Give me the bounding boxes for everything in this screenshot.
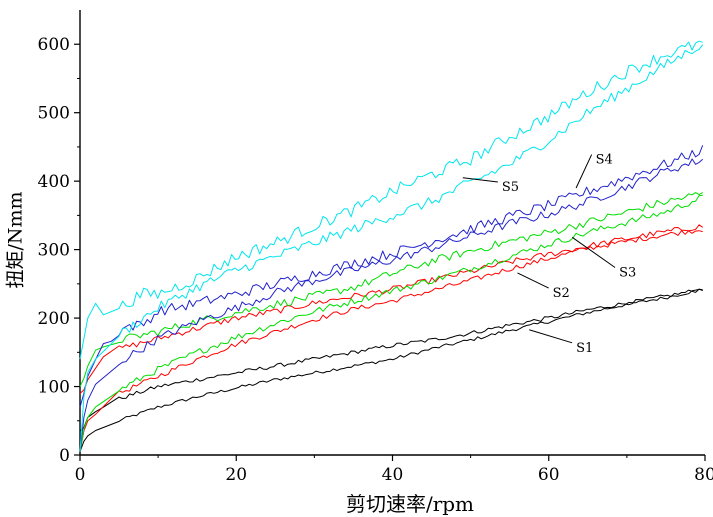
annotation-leader	[462, 177, 498, 183]
annotation-leader	[575, 154, 593, 189]
series-label-S2: S2	[553, 286, 570, 301]
y-tick-label: 100	[38, 378, 70, 398]
series-S4-up-line	[79, 158, 704, 452]
x-tick-label: 40	[382, 465, 404, 485]
series-label-S5: S5	[502, 180, 519, 195]
y-tick-label: 600	[38, 35, 70, 55]
annotation-leader	[517, 272, 549, 289]
x-tick-label: 60	[538, 465, 560, 485]
series-S1	[79, 288, 703, 452]
x-axis-title: 剪切速率/rpm	[345, 492, 475, 516]
y-tick-label: 500	[38, 104, 70, 124]
y-tick-label: 300	[38, 241, 70, 261]
y-tick-label: 200	[38, 309, 70, 329]
series-S3	[79, 192, 703, 452]
series-S3-down-line	[79, 192, 703, 387]
series-S2	[79, 224, 703, 452]
annotation-layer: S1 S2 S3 S4 S5	[462, 153, 636, 356]
x-tick-label: 80	[694, 465, 713, 485]
series-S1-up-line	[79, 288, 703, 452]
y-tick-label: 0	[59, 446, 70, 466]
annotation-leader	[529, 329, 573, 344]
series-S2-down-line	[79, 224, 703, 394]
series-label-S4: S4	[596, 153, 613, 168]
series-label-S3: S3	[619, 266, 636, 281]
x-tick-label: 0	[75, 465, 86, 485]
axes: 0 100 200 300 400 500 600 0 20 40 60 80	[38, 10, 713, 485]
series-S5	[79, 40, 704, 452]
series-S3-up-line	[79, 194, 703, 452]
series-S1-down-line	[79, 288, 703, 432]
y-axis-title-box: 扭矩/Nmm	[2, 150, 27, 330]
series-S2-up-line	[79, 230, 703, 452]
y-tick-label: 400	[38, 172, 70, 192]
y-axis-title: 扭矩/Nmm	[4, 191, 27, 289]
series-S5-down-line	[79, 40, 703, 360]
series-S5-up-line	[79, 44, 704, 452]
annotation-leader	[571, 236, 616, 268]
series-label-S1: S1	[576, 341, 593, 356]
series-S4-down-line	[79, 145, 704, 408]
series-S4	[79, 145, 704, 452]
x-tick-label: 20	[225, 465, 247, 485]
series-layer	[79, 40, 704, 452]
